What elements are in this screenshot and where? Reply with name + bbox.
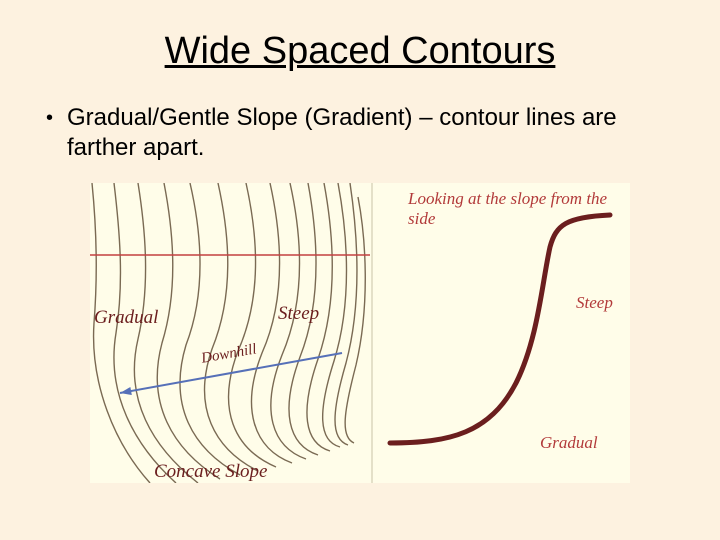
figure-label-gradual_right: Gradual — [540, 433, 598, 453]
contour-figure: Looking at the slope from the side Steep G… — [90, 183, 630, 483]
slide: Wide Spaced Contours • Gradual/Gentle Sl… — [0, 0, 720, 540]
figure-label-concave: Concave Slope — [154, 461, 267, 483]
figure-label-looking: Looking at the slope from the side — [408, 189, 608, 228]
figure-label-steep_right: Steep — [576, 293, 613, 313]
figure-label-gradual_left: Gradual — [94, 307, 158, 329]
figure-label-steep_left: Steep — [278, 303, 319, 325]
bullet-text: Gradual/Gentle Slope (Gradient) – contou… — [67, 103, 680, 163]
bullet-marker: • — [46, 103, 53, 133]
figure-container: Looking at the slope from the side Steep G… — [40, 183, 680, 483]
slide-title: Wide Spaced Contours — [40, 30, 680, 73]
bullet-item: • Gradual/Gentle Slope (Gradient) – cont… — [40, 103, 680, 163]
